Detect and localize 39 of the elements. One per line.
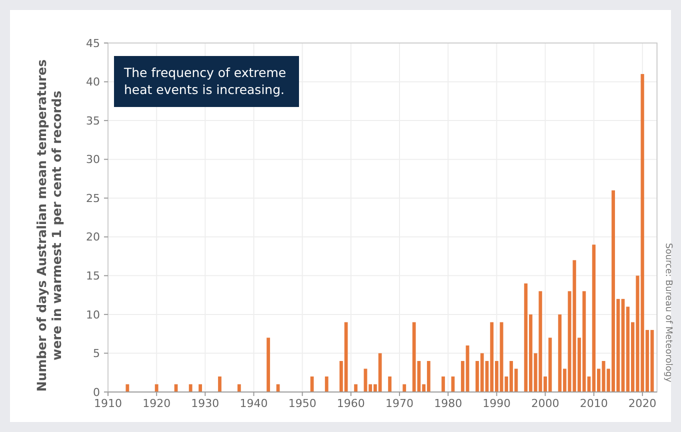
- x-tick-label: 1980: [434, 397, 462, 410]
- y-axis-title: Number of days Australian mean temperatures were in warmest 1 per cent of records: [34, 59, 64, 392]
- y-tick-label: 25: [86, 192, 100, 205]
- y-tick-label: 15: [86, 270, 100, 283]
- bar: [266, 338, 270, 392]
- y-tick-label: 10: [86, 308, 100, 322]
- bar: [402, 384, 406, 392]
- bar: [154, 384, 158, 392]
- x-tick-label: 1950: [288, 397, 316, 410]
- bar: [218, 376, 222, 392]
- x-tick-label: 1990: [482, 397, 511, 410]
- bar: [126, 384, 130, 392]
- bar: [310, 376, 314, 392]
- y-tick-label: 0: [93, 386, 100, 399]
- annotation: The frequency of extreme heat events is increasing.: [123, 65, 286, 97]
- y-tick-label: 20: [86, 230, 100, 244]
- y-tick-label: 30: [86, 153, 100, 166]
- source-note: Source: Bureau of Meteorology: [663, 243, 673, 383]
- x-tick-label: 1970: [386, 397, 414, 410]
- x-tick-label: 2000: [531, 397, 560, 410]
- x-tick-label: 2010: [580, 397, 608, 410]
- bar: [354, 384, 358, 392]
- bar: [451, 376, 455, 392]
- x-tick-label: 2020: [628, 397, 656, 410]
- x-tick-label: 1940: [240, 397, 268, 410]
- bar: [188, 384, 192, 392]
- bar: [237, 384, 241, 392]
- x-tick-label: 1910: [94, 397, 122, 410]
- y-tick-label: 45: [86, 36, 100, 50]
- y-tick-label: 40: [86, 76, 100, 89]
- y-tick-label: 5: [93, 347, 100, 360]
- x-tick-label: 1960: [336, 397, 365, 410]
- bar: [388, 376, 392, 392]
- x-tick-label: 1920: [142, 397, 171, 410]
- x-tick-label: 1930: [191, 397, 220, 410]
- bar: [442, 376, 445, 392]
- bar: [198, 384, 202, 392]
- bar: [324, 376, 328, 392]
- y-tick-label: 35: [86, 114, 100, 128]
